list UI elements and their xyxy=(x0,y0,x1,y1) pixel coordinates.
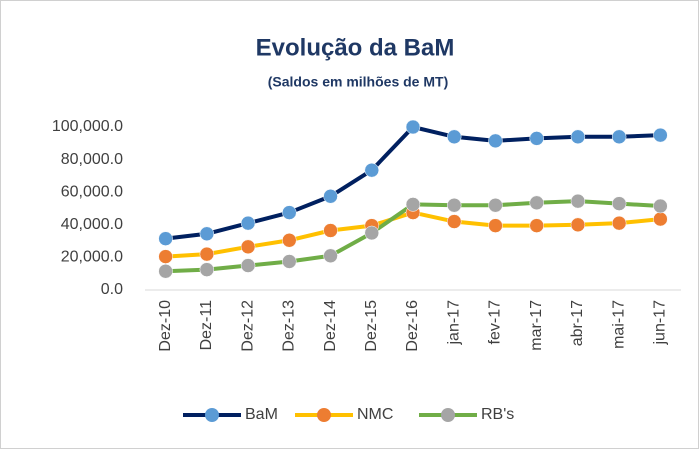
marker xyxy=(199,226,215,242)
x-tick-label: Dez-14 xyxy=(322,300,339,352)
y-tick-label: 80,000.0 xyxy=(61,151,123,168)
marker xyxy=(570,217,586,233)
marker xyxy=(653,198,668,214)
marker xyxy=(240,258,256,273)
marker xyxy=(323,248,338,264)
marker xyxy=(446,129,462,145)
marker xyxy=(199,246,215,262)
marker xyxy=(282,254,297,269)
marker xyxy=(446,197,462,213)
marker xyxy=(240,239,256,255)
x-tick-label: fev-17 xyxy=(487,300,504,345)
marker xyxy=(570,129,586,145)
y-tick-label: 20,000.0 xyxy=(61,249,123,266)
x-tick-label: jun-17 xyxy=(652,300,669,346)
x-tick-label: abr-17 xyxy=(569,300,586,346)
legend-marker xyxy=(205,408,219,422)
y-tick-label: 60,000.0 xyxy=(61,183,123,200)
chart-subtitle: (Saldos em milhões de MT) xyxy=(268,74,448,90)
marker xyxy=(611,129,627,145)
marker xyxy=(611,215,627,231)
x-tick-label: Dez-16 xyxy=(404,300,421,352)
marker xyxy=(653,211,668,227)
marker xyxy=(570,193,586,209)
marker xyxy=(529,195,544,211)
marker xyxy=(199,262,215,277)
legend-label: BaM xyxy=(245,406,278,423)
y-tick-label: 40,000.0 xyxy=(61,216,123,233)
x-tick-label: Dez-15 xyxy=(363,300,380,352)
x-tick-label: Dez-13 xyxy=(281,300,298,352)
marker xyxy=(323,189,338,204)
x-tick-label: Dez-10 xyxy=(157,300,174,352)
marker xyxy=(158,264,173,279)
x-tick-label: mar-17 xyxy=(528,300,545,351)
marker xyxy=(282,205,297,220)
x-tick-label: Dez-11 xyxy=(198,300,215,350)
legend-label: NMC xyxy=(357,406,393,423)
marker xyxy=(282,233,297,248)
marker xyxy=(488,197,503,213)
marker xyxy=(529,131,544,146)
marker xyxy=(611,196,627,211)
marker xyxy=(158,249,173,264)
marker xyxy=(240,215,256,231)
legend-marker xyxy=(441,408,455,422)
marker xyxy=(364,162,380,178)
marker xyxy=(529,218,544,233)
legend-label: RB's xyxy=(481,406,514,423)
marker xyxy=(446,214,462,229)
marker xyxy=(405,119,421,135)
marker xyxy=(488,133,503,149)
x-tick-label: jan-17 xyxy=(445,300,462,346)
marker xyxy=(488,218,503,233)
chart-title: Evolução da BaM xyxy=(256,34,455,61)
y-tick-label: 0.0 xyxy=(101,281,123,298)
legend-marker xyxy=(317,408,331,422)
marker xyxy=(323,223,338,238)
marker xyxy=(158,231,173,246)
y-tick-label: 100,000.0 xyxy=(52,118,123,135)
marker xyxy=(364,225,380,241)
marker xyxy=(653,127,668,143)
x-tick-label: Dez-12 xyxy=(239,300,256,352)
x-tick-label: mai-17 xyxy=(610,300,627,349)
marker xyxy=(405,197,421,212)
